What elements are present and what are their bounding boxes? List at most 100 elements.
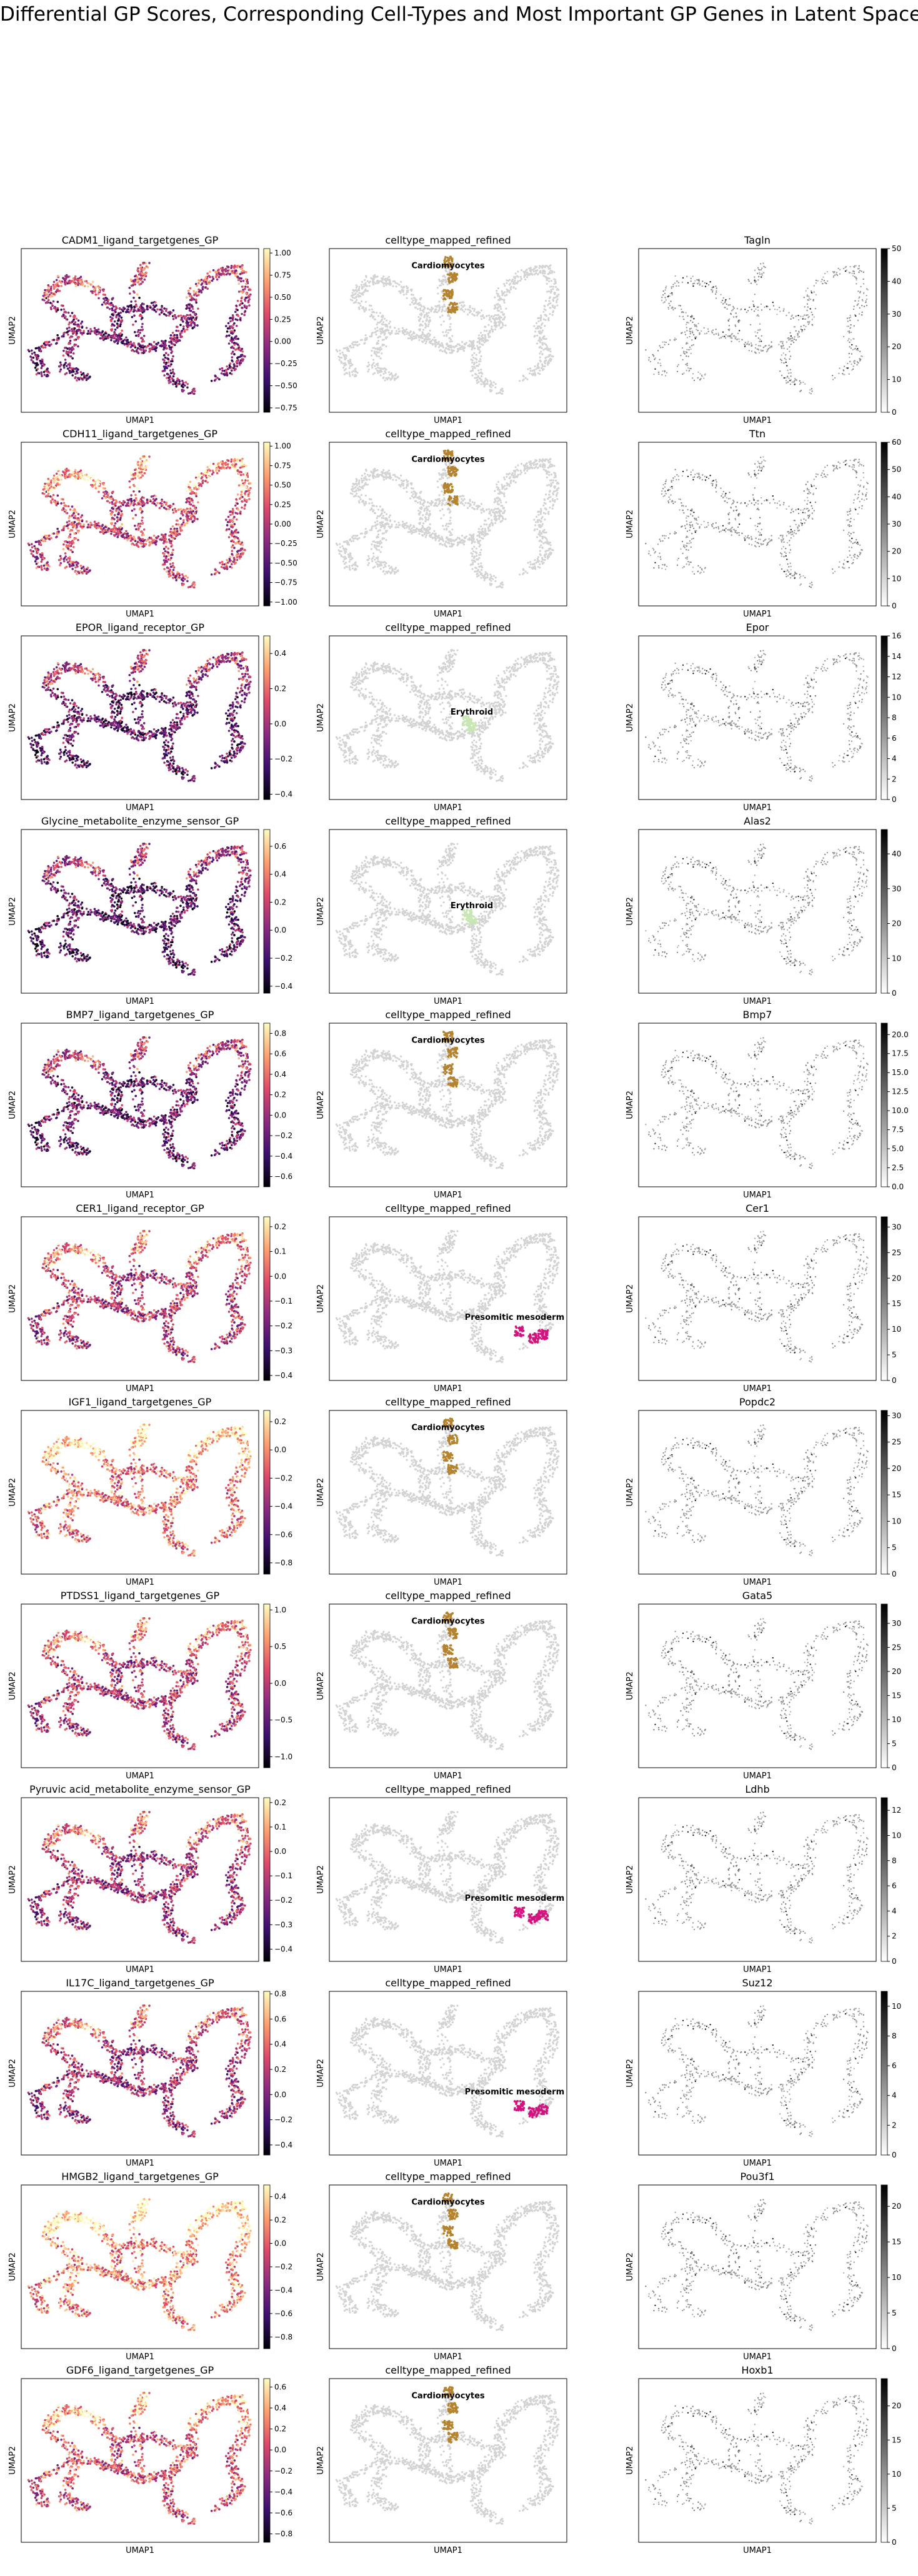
umap-point xyxy=(347,350,349,352)
umap-point xyxy=(167,354,169,356)
umap-point xyxy=(182,325,185,328)
umap-point xyxy=(136,349,138,352)
umap-point xyxy=(150,343,152,345)
umap-point xyxy=(411,337,412,339)
umap-point xyxy=(233,363,236,365)
umap-point xyxy=(196,324,199,327)
umap-point xyxy=(194,319,196,321)
umap-point xyxy=(427,324,429,325)
umap-point xyxy=(231,359,233,362)
umap-point xyxy=(403,294,405,295)
umap-point xyxy=(231,270,234,272)
umap-point xyxy=(233,344,236,346)
umap-point xyxy=(164,357,167,359)
umap-point xyxy=(57,309,59,311)
umap-point xyxy=(410,289,412,290)
umap-point xyxy=(163,354,166,357)
umap-point xyxy=(96,329,98,332)
panel-title: CADM1_ligand_targetgenes_GP xyxy=(62,234,219,247)
umap-point xyxy=(114,332,116,335)
umap-point xyxy=(374,328,376,330)
umap-point xyxy=(140,282,142,285)
umap-point xyxy=(194,324,196,326)
umap-point xyxy=(197,307,199,310)
umap-point xyxy=(357,302,359,304)
umap-point xyxy=(137,335,140,337)
umap-point xyxy=(95,294,97,296)
umap-point xyxy=(197,282,200,284)
umap-point xyxy=(63,367,66,369)
umap-point xyxy=(363,285,365,287)
umap-point xyxy=(122,310,124,313)
umap-point xyxy=(46,301,49,304)
umap-point xyxy=(112,305,115,308)
umap-point xyxy=(172,383,174,385)
umap-point xyxy=(132,342,135,345)
umap-point xyxy=(168,382,171,384)
umap-point xyxy=(357,295,359,297)
umap-point xyxy=(77,324,79,326)
umap-point xyxy=(81,284,84,286)
umap-point xyxy=(163,313,166,315)
umap-point xyxy=(137,270,140,273)
umap-point xyxy=(101,289,104,291)
umap-point xyxy=(66,327,69,330)
umap-point xyxy=(193,393,196,395)
umap-point xyxy=(139,345,141,348)
umap-point xyxy=(364,290,366,292)
umap-point xyxy=(67,324,70,326)
umap-point xyxy=(241,265,243,267)
umap-point xyxy=(242,359,244,362)
umap-point xyxy=(377,330,379,332)
umap-point xyxy=(426,318,427,320)
umap-point xyxy=(60,282,62,284)
umap-point xyxy=(175,330,177,332)
umap-point xyxy=(386,282,387,284)
umap-point xyxy=(238,290,241,293)
umap-point xyxy=(371,309,373,310)
umap-point xyxy=(172,380,175,382)
umap-point xyxy=(71,312,74,314)
umap-point xyxy=(76,317,78,320)
umap-point xyxy=(44,374,46,376)
umap-point xyxy=(69,330,71,332)
umap-point xyxy=(389,279,391,280)
umap-point xyxy=(163,374,166,377)
colorbar-tick-label: 0.50 xyxy=(274,293,291,302)
umap-point xyxy=(181,335,183,338)
umap-point xyxy=(73,344,76,347)
umap-point xyxy=(354,301,356,303)
umap-point xyxy=(148,305,151,308)
umap-point xyxy=(49,289,51,292)
umap-point xyxy=(236,272,238,275)
umap-point xyxy=(171,360,174,362)
umap-point xyxy=(186,305,189,308)
umap-point xyxy=(411,334,412,335)
umap-point xyxy=(231,332,234,335)
umap-point xyxy=(172,375,175,378)
umap-point xyxy=(143,262,146,264)
umap-point xyxy=(79,329,82,332)
umap-point xyxy=(149,349,151,351)
umap-point xyxy=(418,304,420,306)
umap-point xyxy=(44,289,46,292)
umap-point xyxy=(382,321,384,323)
umap-point xyxy=(235,335,237,338)
umap-point xyxy=(156,308,159,310)
umap-point xyxy=(111,323,114,325)
umap-point xyxy=(81,374,83,376)
umap-point xyxy=(66,318,68,320)
umap-point xyxy=(152,302,154,304)
colorbar-tick-label: 0.25 xyxy=(274,315,291,324)
umap-point xyxy=(162,349,165,351)
umap-point xyxy=(385,324,387,325)
umap-point xyxy=(40,367,42,369)
umap-point xyxy=(74,377,76,379)
umap-point xyxy=(139,315,141,317)
umap-point xyxy=(179,324,182,326)
umap-point xyxy=(463,350,465,352)
umap-point xyxy=(67,334,69,336)
umap-point xyxy=(361,307,363,309)
umap-point xyxy=(245,297,247,299)
umap-point xyxy=(363,309,365,310)
